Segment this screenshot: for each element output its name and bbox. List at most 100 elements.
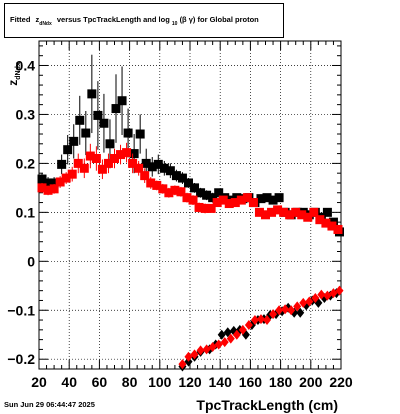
data-point-square bbox=[268, 195, 278, 205]
data-point-diamond bbox=[269, 309, 278, 320]
data-point-square bbox=[93, 110, 103, 120]
data-point-square bbox=[43, 185, 53, 195]
data-point-square bbox=[256, 194, 266, 204]
data-point-diamond bbox=[190, 349, 199, 360]
data-point-diamond bbox=[256, 314, 265, 325]
data-point-square bbox=[75, 115, 85, 125]
data-point-diamond bbox=[232, 329, 241, 340]
data-point-square bbox=[85, 151, 95, 161]
y-tick-label: 0.4 bbox=[16, 57, 36, 73]
data-point-square bbox=[73, 158, 83, 168]
data-point-square bbox=[153, 159, 163, 169]
data-point-square bbox=[254, 207, 264, 217]
data-point-square bbox=[105, 139, 115, 149]
data-point-square bbox=[81, 128, 91, 138]
data-point-square bbox=[158, 184, 168, 194]
data-point-square bbox=[67, 169, 77, 179]
data-point-square bbox=[232, 193, 242, 203]
x-tick-label: 120 bbox=[178, 374, 202, 390]
data-point-diamond bbox=[311, 293, 320, 304]
data-point-diamond bbox=[323, 290, 332, 301]
grid-layer bbox=[39, 41, 341, 369]
data-point-diamond bbox=[250, 315, 259, 326]
data-point-square bbox=[69, 136, 79, 146]
data-point-diamond bbox=[244, 319, 253, 330]
series-1 bbox=[37, 142, 343, 234]
y-tick-label: −0.2 bbox=[7, 351, 35, 367]
chart-title: Fitted zdNdx versus TpcTrackLength and l… bbox=[10, 15, 259, 27]
data-point-diamond bbox=[281, 304, 290, 315]
x-tick-label: 180 bbox=[269, 374, 293, 390]
title-z: z bbox=[35, 15, 40, 24]
x-tick-label: 60 bbox=[92, 374, 108, 390]
data-point-square bbox=[141, 158, 151, 168]
data-point-diamond bbox=[178, 359, 187, 370]
label-layer: 20 40 60 80 100 120 140 160 180 200 220 −0.2 −0.1 0 0.… bbox=[7, 57, 353, 390]
x-axis-title: TpcTrackLength (cm) bbox=[196, 397, 338, 413]
data-point-diamond bbox=[329, 288, 338, 299]
x-tick-label: 100 bbox=[148, 374, 172, 390]
data-point-square bbox=[202, 190, 212, 200]
data-point-diamond bbox=[305, 296, 314, 307]
data-point-square bbox=[103, 158, 113, 168]
title-box: Fitted zdNdx versus TpcTrackLength and l… bbox=[4, 3, 284, 38]
footer-date: Sun Jun 29 06:44:47 2025 bbox=[4, 400, 95, 409]
x-tick-label: 160 bbox=[239, 374, 263, 390]
data-point-square bbox=[274, 193, 284, 203]
x-tick-label: 220 bbox=[329, 374, 353, 390]
data-point-square bbox=[170, 185, 180, 195]
data-point-square bbox=[37, 183, 47, 193]
data-point-square bbox=[55, 177, 65, 187]
x-tick-label: 140 bbox=[209, 374, 233, 390]
y-tick-label: 0.1 bbox=[16, 204, 36, 220]
data-point-square bbox=[164, 188, 174, 198]
data-point-square bbox=[177, 173, 187, 183]
x-tick-label: 80 bbox=[122, 374, 138, 390]
data-point-diamond bbox=[317, 289, 326, 300]
data-point-square bbox=[110, 153, 119, 163]
data-point-square bbox=[135, 129, 145, 139]
data-point-square bbox=[63, 145, 73, 155]
data-point-square bbox=[248, 198, 258, 208]
data-point-square bbox=[297, 210, 307, 220]
data-point-square bbox=[122, 148, 132, 158]
data-point-square bbox=[99, 118, 109, 128]
title-beta-gamma: (β γ) bbox=[179, 15, 196, 24]
x-tick-label: 40 bbox=[61, 374, 77, 390]
data-point-square bbox=[279, 207, 289, 217]
data-point-square bbox=[49, 184, 59, 194]
data-point-square bbox=[159, 163, 169, 173]
data-point-square bbox=[61, 173, 71, 183]
title-z-sub: dNdx bbox=[39, 21, 52, 27]
data-point-diamond bbox=[226, 333, 235, 344]
data-point-square bbox=[309, 207, 319, 217]
data-point-square bbox=[43, 178, 53, 188]
data-point-square bbox=[91, 153, 101, 163]
data-point-diamond bbox=[299, 297, 308, 308]
data-point-diamond bbox=[238, 324, 247, 335]
data-point-square bbox=[196, 188, 206, 198]
data-point-square bbox=[176, 187, 186, 197]
y-tick-label: −0.1 bbox=[7, 302, 35, 318]
y-axis-title: zdNdx bbox=[6, 62, 22, 86]
data-point-diamond bbox=[196, 345, 205, 356]
data-point-diamond bbox=[275, 305, 284, 316]
data-point-square bbox=[194, 202, 204, 212]
data-point-square bbox=[165, 166, 175, 176]
data-point-square bbox=[236, 195, 246, 205]
x-tick-label: 200 bbox=[299, 374, 323, 390]
data-point-diamond bbox=[184, 351, 193, 362]
data-point-diamond bbox=[202, 344, 211, 355]
data-point-square bbox=[111, 104, 121, 114]
data-point-square bbox=[152, 180, 162, 190]
tick-layer bbox=[38, 41, 342, 370]
data-point-square bbox=[49, 178, 59, 188]
data-point-square bbox=[146, 178, 156, 188]
data-point-square bbox=[116, 150, 126, 160]
series-3 bbox=[178, 285, 344, 370]
data-point-square bbox=[267, 207, 277, 217]
data-point-square bbox=[224, 199, 234, 209]
data-point-square bbox=[230, 198, 240, 208]
data-point-square bbox=[134, 163, 144, 173]
